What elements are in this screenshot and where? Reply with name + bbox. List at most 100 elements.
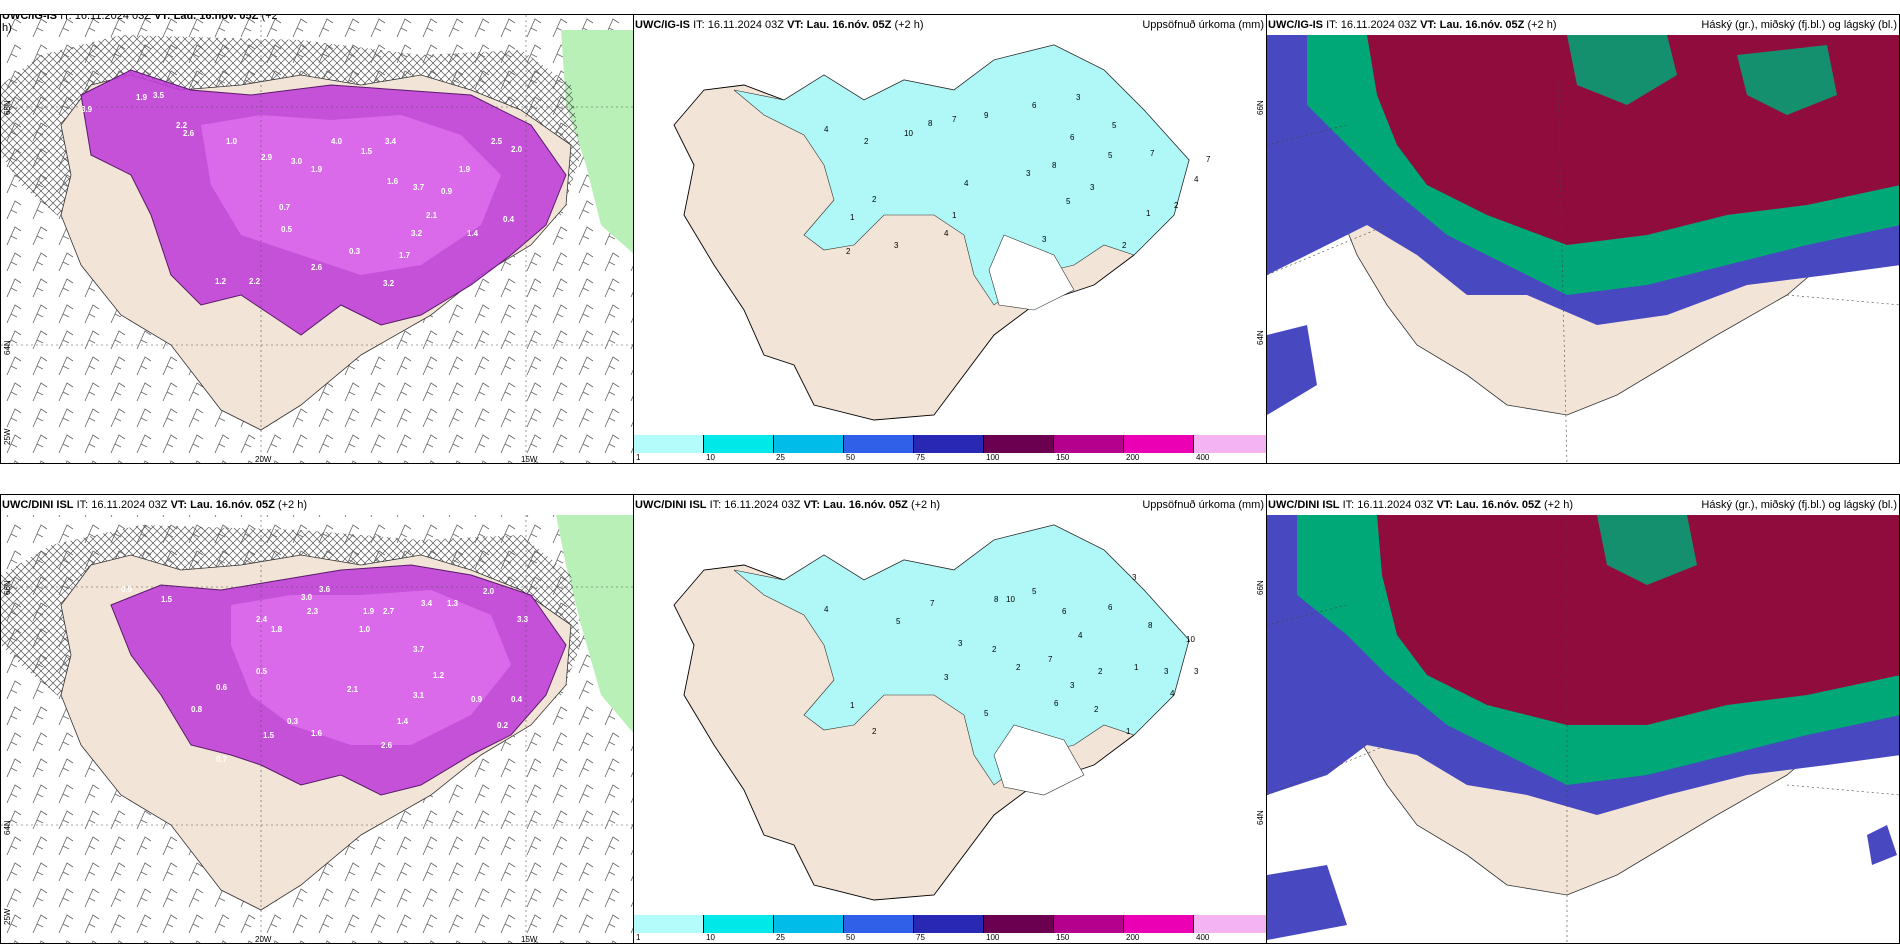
precip-value: 1 [1126, 727, 1131, 736]
colorbar [634, 435, 1266, 453]
snow-value: 2.6 [311, 263, 323, 272]
panel-title: UWC/IG-IS IT: 16.11.2024 03Z VT: Lau. 16… [635, 19, 924, 31]
precip-value: 3 [1132, 573, 1137, 582]
snow-value: 2.9 [261, 153, 273, 162]
snow-value: 3.7 [413, 645, 425, 654]
snow-value: 1.4 [467, 229, 479, 238]
colorbar-swatch [1124, 915, 1194, 933]
variable-label: Háský (gr.), miðský (fj.bl.) og lágský (… [1701, 19, 1897, 31]
precip-value: 5 [1066, 197, 1071, 206]
snow-value: 1.8 [271, 625, 283, 634]
colorbar-tick: 1 [636, 933, 641, 942]
precip-value: 4 [824, 125, 829, 134]
snow-value: 1.7 [399, 251, 411, 260]
precip-value: 4 [824, 605, 829, 614]
snow-value: 3.5 [153, 91, 165, 100]
lon-label: 20W [255, 935, 272, 944]
wind-snow-panel-row2: UWC/DINI ISL IT: 16.11.2024 03Z VT: Lau.… [0, 494, 634, 944]
colorbar-tick: 200 [1126, 453, 1140, 462]
precip-value: 2 [846, 247, 851, 256]
precip-value: 2 [872, 727, 877, 736]
snow-value: 2.0 [483, 587, 495, 596]
variable-label: Uppsöfnuð úrkoma (mm) [1142, 19, 1264, 31]
snow-value: 0.5 [515, 735, 527, 744]
snow-value: 2.4 [256, 615, 268, 624]
snow-value: 1.9 [459, 165, 471, 174]
precip-value: 1 [1134, 663, 1139, 672]
snow-value: 0.5 [281, 225, 293, 234]
snow-value: 0.9 [121, 585, 133, 594]
snow-value: 2.2 [249, 277, 261, 286]
green-edge-area [561, 30, 633, 254]
snow-value: 3.9 [81, 105, 93, 114]
precip-value: 1 [952, 211, 957, 220]
colorbar-swatch [1194, 915, 1266, 933]
precip-value: 3 [894, 241, 899, 250]
high-cloud-area [1377, 515, 1899, 725]
low-cloud-patch [1867, 825, 1897, 865]
precip-value: 7 [1048, 655, 1053, 664]
precip-panel-row1: UWC/IG-IS IT: 16.11.2024 03Z VT: Lau. 16… [633, 14, 1267, 464]
colorbar-tick: 150 [1056, 453, 1070, 462]
lat-label: 25W [3, 428, 12, 445]
colorbar-tick: 75 [916, 933, 925, 942]
precip-value: 1 [850, 701, 855, 710]
model-name: UWC/DINI ISL [635, 499, 707, 511]
precip-value: 5 [1032, 587, 1037, 596]
snow-value: 0.7 [216, 755, 228, 764]
colorbar-swatch [984, 435, 1054, 453]
colorbar-tick: 200 [1126, 933, 1140, 942]
snow-value: 3.3 [517, 615, 529, 624]
colorbar-tick: 100 [986, 933, 1000, 942]
snow-value: 0.7 [279, 203, 291, 212]
precip-value: 10 [904, 129, 913, 138]
colorbar-tick: 10 [706, 933, 715, 942]
snow-value: 1.2 [433, 671, 445, 680]
precip-panel-row2: UWC/DINI ISL IT: 16.11.2024 03Z VT: Lau.… [633, 494, 1267, 944]
precip-hole [993, 724, 1085, 796]
cloud-panel-row2: UWC/DINI ISL IT: 16.11.2024 03Z VT: Lau.… [1266, 494, 1900, 944]
snow-value: 3.1 [413, 691, 425, 700]
colorbar-swatch [1054, 915, 1124, 933]
precip-value: 5 [1112, 121, 1117, 130]
colorbar-swatch [704, 915, 774, 933]
precip-value: 7 [1150, 149, 1155, 158]
colorbar-tick: 400 [1196, 933, 1210, 942]
lon-label: 15W [521, 455, 538, 464]
precip-value: 2 [1098, 667, 1103, 676]
colorbar-tick: 75 [916, 453, 925, 462]
graticule [1, 515, 633, 943]
snow-value: 2.1 [426, 211, 438, 220]
snow-value: 2.0 [511, 145, 523, 154]
colorbar-swatch [984, 915, 1054, 933]
precip-map [673, 44, 1190, 421]
snow-value: 1.3 [447, 599, 459, 608]
snow-value: 0.9 [471, 695, 483, 704]
colorbar-tick: 50 [846, 933, 855, 942]
colorbar [634, 915, 1266, 933]
panel-title: UWC/DINI ISL IT: 16.11.2024 03Z VT: Lau.… [2, 499, 308, 511]
precip-value: 4 [1194, 175, 1199, 184]
snow-value: 2.1 [347, 685, 359, 694]
precip-value: 1 [850, 213, 855, 222]
colorbar-tick: 25 [776, 453, 785, 462]
snow-value: 0.2 [497, 721, 509, 730]
snow-value: 4.0 [331, 137, 343, 146]
precip-area [733, 524, 1190, 786]
lat-label: 65N [3, 100, 12, 115]
snow-value: 3.6 [319, 585, 331, 594]
precip-value: 6 [1108, 603, 1113, 612]
snow-value: 2.5 [491, 137, 503, 146]
colorbar-swatch [1194, 435, 1266, 453]
variable-label: Háský (gr.), miðský (fj.bl.) og lágský (… [1701, 499, 1897, 511]
precip-area [733, 44, 1190, 306]
snow-value: 1.9 [311, 165, 323, 174]
snow-value: 1.6 [311, 729, 323, 738]
snow-value: 2.6 [183, 129, 195, 138]
snow-value: 3.0 [291, 157, 303, 166]
precip-value: 3 [958, 639, 963, 648]
snow-value: 2.7 [383, 607, 395, 616]
snow-value: 0.9 [441, 187, 453, 196]
model-name: UWC/IG-IS [635, 19, 690, 31]
snow-value: 0.4 [503, 215, 515, 224]
